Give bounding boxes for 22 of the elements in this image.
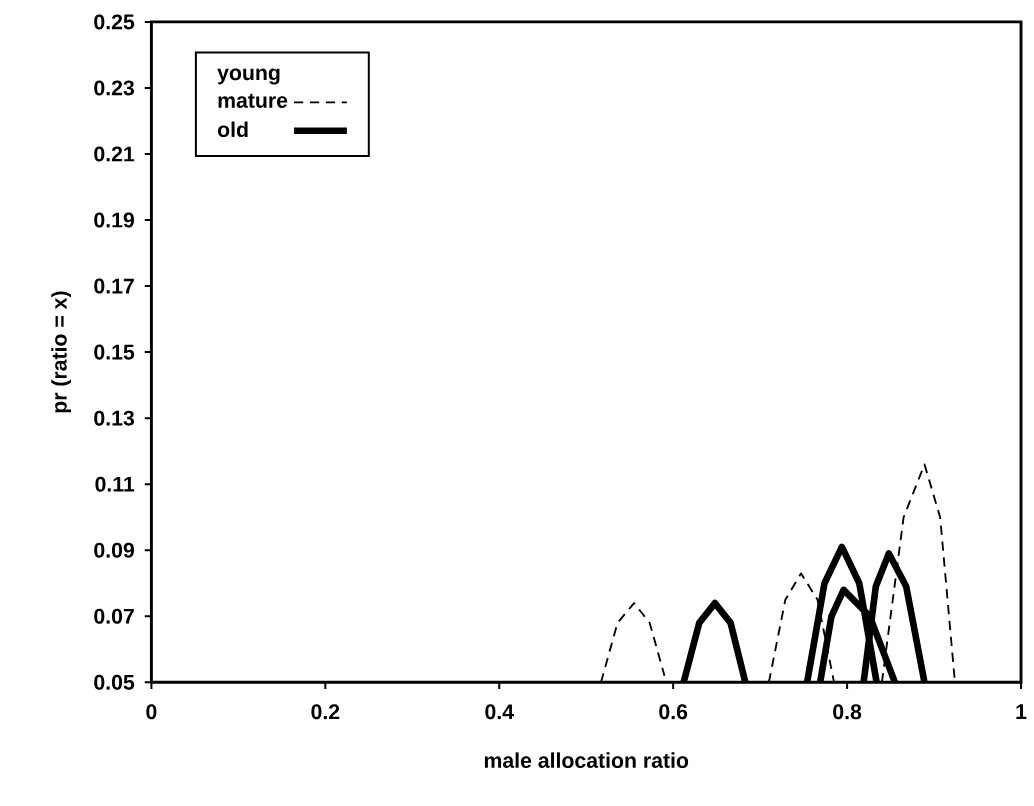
y-tick-label: 0.05 (94, 674, 135, 690)
text: young (217, 68, 280, 85)
y-tick-label: 0.15 (94, 344, 135, 360)
x-axis-title: male allocation ratio (484, 752, 689, 769)
legend-label: mature (218, 93, 288, 108)
legend-label: old (217, 121, 248, 138)
y-tick-label: 0.09 (94, 542, 134, 558)
y-tick-label: 0.21 (94, 146, 135, 162)
y-tick-label: 0.19 (94, 212, 134, 228)
x-tick-label: 0.8 (833, 704, 862, 720)
x-tick-label: 0.2 (311, 704, 340, 720)
x-tick-label: 0 (146, 704, 157, 720)
y-tick-label: 0.23 (94, 80, 134, 96)
x-tick-label: 0.6 (659, 704, 688, 720)
y-tick-label: 0.13 (94, 410, 134, 426)
y-tick-label: 0.17 (94, 278, 134, 294)
y-tick-label: 0.07 (94, 608, 134, 624)
y-tick-label: 0.11 (95, 476, 135, 492)
y-tick-label: 0.25 (94, 14, 135, 30)
y-axis-title: pr (ratio = x) (51, 291, 72, 413)
x-tick-label: 1 (1016, 704, 1027, 719)
x-tick-label: 0.4 (485, 704, 514, 720)
